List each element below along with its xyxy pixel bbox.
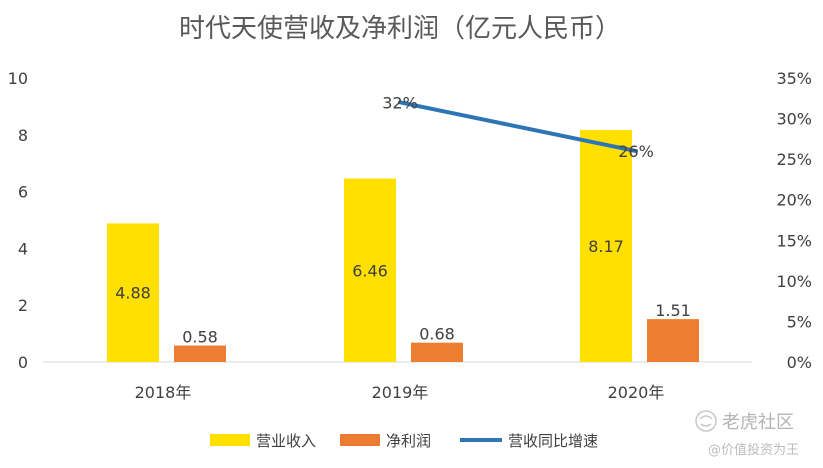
x-axis-tick-label: 2019年 bbox=[372, 383, 429, 402]
bar-data-label: 0.68 bbox=[419, 325, 455, 344]
line-series bbox=[398, 100, 638, 154]
bar-data-label: 6.46 bbox=[352, 261, 388, 280]
x-axis: 2018年 2019年 2020年 bbox=[135, 383, 665, 402]
chart-title: 时代天使营收及净利润（亿元人民币） bbox=[179, 14, 621, 44]
watermark-slogan: @价值投资为王 bbox=[708, 442, 799, 458]
left-axis-tick-label: 6 bbox=[18, 183, 28, 202]
bar-net-profit bbox=[411, 342, 463, 362]
right-axis-tick-label: 15% bbox=[776, 231, 812, 250]
bars bbox=[107, 129, 699, 362]
bar-revenue bbox=[580, 129, 632, 362]
x-axis-tick-label: 2018年 bbox=[135, 383, 192, 402]
bar-revenue bbox=[344, 178, 396, 362]
right-axis-tick-label: 20% bbox=[776, 191, 812, 210]
right-axis-tick-label: 25% bbox=[776, 150, 812, 169]
legend: 营业收入 净利润 营收同比增速 bbox=[210, 432, 598, 450]
right-axis-tick-label: 0% bbox=[787, 353, 812, 372]
watermark: 老虎社区 @价值投资为王 bbox=[695, 410, 799, 458]
bar-net-profit bbox=[647, 319, 699, 362]
left-axis-tick-label: 8 bbox=[18, 126, 28, 145]
line-data-label: 32% bbox=[382, 93, 418, 112]
left-axis: 0 2 4 6 8 10 bbox=[8, 69, 28, 372]
legend-swatch bbox=[210, 434, 250, 446]
left-axis-tick-label: 2 bbox=[18, 296, 28, 315]
legend-label: 营收同比增速 bbox=[508, 432, 598, 450]
left-axis-tick-label: 0 bbox=[18, 353, 28, 372]
legend-label: 营业收入 bbox=[256, 432, 316, 450]
bar-data-label: 0.58 bbox=[182, 328, 218, 347]
bar-data-label: 4.88 bbox=[115, 284, 151, 303]
growth-line bbox=[398, 100, 638, 154]
right-axis-tick-label: 30% bbox=[776, 110, 812, 129]
right-axis-tick-label: 35% bbox=[776, 69, 812, 88]
watermark-brand: 老虎社区 bbox=[722, 412, 794, 433]
legend-label: 净利润 bbox=[386, 432, 431, 450]
tiger-logo-icon bbox=[695, 410, 717, 432]
bar-revenue bbox=[107, 223, 159, 362]
left-axis-tick-label: 4 bbox=[18, 239, 28, 258]
line-data-label: 26% bbox=[618, 142, 654, 161]
data-labels: 4.88 6.46 8.17 0.58 0.68 1.51 32% 26% bbox=[115, 93, 691, 346]
bar-net-profit bbox=[174, 345, 226, 362]
right-axis-tick-label: 5% bbox=[787, 312, 812, 331]
right-axis-tick-label: 10% bbox=[776, 272, 812, 291]
bar-data-label: 1.51 bbox=[655, 301, 691, 320]
legend-swatch bbox=[340, 434, 380, 446]
bar-data-label: 8.17 bbox=[588, 237, 624, 256]
left-axis-tick-label: 10 bbox=[8, 69, 28, 88]
x-axis-tick-label: 2020年 bbox=[608, 383, 665, 402]
right-axis: 0% 5% 10% 15% 20% 25% 30% 35% bbox=[776, 69, 812, 372]
